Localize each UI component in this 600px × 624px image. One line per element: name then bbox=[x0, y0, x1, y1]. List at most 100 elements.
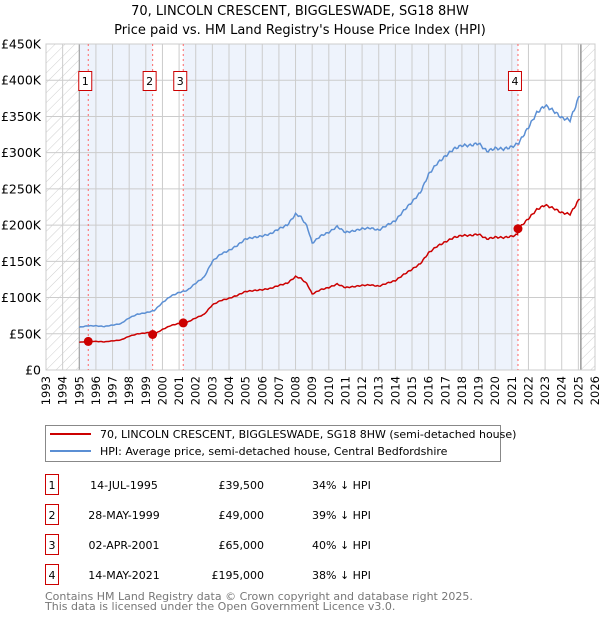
x-tick-label: 2003 bbox=[205, 376, 219, 405]
sale-marker-number: 2 bbox=[146, 75, 153, 88]
sale-marker-number: 4 bbox=[511, 75, 518, 88]
x-tick-label: 1996 bbox=[89, 376, 103, 405]
sale-marker-label: 3 bbox=[173, 71, 188, 91]
ownership-band bbox=[79, 44, 153, 370]
sale-price: £39,500 bbox=[219, 479, 265, 492]
x-tick-label: 2016 bbox=[422, 376, 436, 405]
x-tick-label: 2006 bbox=[255, 376, 269, 405]
y-tick-label: £0 bbox=[25, 363, 41, 378]
y-tick-label: £150K bbox=[1, 254, 42, 269]
sale-date: 14-MAY-2021 bbox=[88, 569, 160, 582]
chart-subtitle: Price paid vs. HM Land Registry's House … bbox=[114, 23, 486, 38]
sales-table-row: 4 14-MAY-2021 £195,000 38% ↓ HPI bbox=[45, 564, 371, 585]
x-tick-label: 2002 bbox=[189, 376, 203, 405]
x-tick-label: 2022 bbox=[521, 376, 535, 405]
sale-number: 2 bbox=[49, 509, 56, 522]
x-tick-label: 2005 bbox=[239, 376, 253, 405]
sale-number: 1 bbox=[49, 479, 56, 492]
x-tick-label: 2000 bbox=[155, 376, 169, 405]
property-price-line bbox=[79, 198, 581, 344]
sales-table-row: 2 28-MAY-1999 £49,000 39% ↓ HPI bbox=[45, 504, 371, 525]
sale-date: 14-JUL-1995 bbox=[90, 479, 158, 492]
x-tick-label: 1994 bbox=[56, 376, 70, 405]
no-data-region bbox=[580, 44, 595, 370]
x-tick-label: 2017 bbox=[438, 376, 452, 405]
legend-label-property: 70, LINCOLN CRESCENT, BIGGLESWADE, SG18 … bbox=[100, 428, 516, 441]
sale-date: 02-APR-2001 bbox=[88, 539, 159, 552]
x-tick-label: 2015 bbox=[405, 376, 419, 405]
x-tick-label: 2020 bbox=[488, 376, 502, 405]
x-tick-label: 2019 bbox=[472, 376, 486, 405]
sale-price: £65,000 bbox=[219, 539, 265, 552]
sales-table-row: 3 02-APR-2001 £65,000 40% ↓ HPI bbox=[45, 534, 371, 555]
x-tick-label: 2018 bbox=[455, 376, 469, 405]
x-tick-label: 1993 bbox=[39, 376, 53, 405]
x-tick-label: 2012 bbox=[355, 376, 369, 405]
y-tick-label: £450K bbox=[1, 37, 42, 52]
sale-point bbox=[178, 318, 188, 328]
sale-point bbox=[148, 330, 158, 340]
chart-title: 70, LINCOLN CRESCENT, BIGGLESWADE, SG18 … bbox=[131, 4, 469, 19]
x-tick-label: 2010 bbox=[322, 376, 336, 405]
sale-marker-box bbox=[173, 71, 188, 91]
y-tick-label: £50K bbox=[9, 326, 42, 341]
x-tick-label: 2004 bbox=[222, 376, 236, 405]
sales-table: 1 14-JUL-1995 £39,500 34% ↓ HPI 2 28-MAY-1999… bbox=[45, 474, 371, 585]
sales-table-row: 1 14-JUL-1995 £39,500 34% ↓ HPI bbox=[45, 474, 371, 495]
sale-price: £49,000 bbox=[219, 509, 265, 522]
sale-marker-number: 3 bbox=[177, 75, 184, 88]
sale-number-box bbox=[45, 534, 59, 555]
footer-copyright: Contains HM Land Registry data © Crown c… bbox=[45, 590, 473, 603]
x-tick-label: 2026 bbox=[588, 376, 600, 405]
x-tick-label: 1999 bbox=[139, 376, 153, 405]
y-tick-label: £350K bbox=[1, 109, 42, 124]
x-tick-label: 2025 bbox=[571, 376, 585, 405]
x-tick-label: 2014 bbox=[388, 376, 402, 405]
x-tick-label: 1997 bbox=[106, 376, 120, 405]
sale-number: 3 bbox=[49, 539, 56, 552]
x-tick-label: 1995 bbox=[72, 376, 86, 405]
y-tick-label: £250K bbox=[1, 181, 42, 196]
sale-marker-label: 4 bbox=[507, 71, 522, 91]
x-tick-label: 2023 bbox=[538, 376, 552, 405]
ownership-band bbox=[183, 44, 518, 370]
sale-marker-label: 1 bbox=[78, 71, 93, 91]
sale-point bbox=[513, 224, 523, 234]
sale-marker-box bbox=[78, 71, 93, 91]
plot-border bbox=[45, 43, 596, 371]
x-tick-label: 2001 bbox=[172, 376, 186, 405]
sale-number-box bbox=[45, 564, 59, 585]
y-tick-label: £300K bbox=[1, 145, 42, 160]
footer-licence: This data is licensed under the Open Gov… bbox=[44, 600, 395, 613]
x-tick-label: 2011 bbox=[338, 376, 352, 405]
sale-price: £195,000 bbox=[212, 569, 265, 582]
sale-hpi-diff: 34% ↓ HPI bbox=[312, 479, 371, 492]
hpi-line bbox=[79, 95, 581, 328]
x-tick-label: 2008 bbox=[289, 376, 303, 405]
y-tick-label: £200K bbox=[1, 218, 42, 233]
x-tick-label: 2009 bbox=[305, 376, 319, 405]
sale-hpi-diff: 39% ↓ HPI bbox=[312, 509, 371, 522]
y-tick-label: £400K bbox=[1, 73, 42, 88]
x-tick-label: 1998 bbox=[122, 376, 136, 405]
sale-marker-box bbox=[507, 71, 522, 91]
sale-marker-number: 1 bbox=[82, 75, 89, 88]
x-tick-label: 2021 bbox=[505, 376, 519, 405]
sale-hpi-diff: 38% ↓ HPI bbox=[312, 569, 371, 582]
sale-point bbox=[83, 336, 93, 346]
sale-number: 4 bbox=[49, 569, 56, 582]
sale-marker-box bbox=[142, 71, 157, 91]
legend: 70, LINCOLN CRESCENT, BIGGLESWADE, SG18 … bbox=[45, 425, 516, 462]
sale-number-box bbox=[45, 474, 59, 495]
plot-area: 1993 1994 1995 1996 1997 1998 1999 2000 2001 2002… bbox=[1, 37, 600, 406]
legend-label-hpi: HPI: Average price, semi-detached house,… bbox=[100, 445, 448, 458]
x-tick-label: 2007 bbox=[272, 376, 286, 405]
sale-hpi-diff: 40% ↓ HPI bbox=[312, 539, 371, 552]
x-tick-label: 2024 bbox=[555, 376, 569, 405]
sale-number-box bbox=[45, 504, 59, 525]
sale-date: 28-MAY-1999 bbox=[88, 509, 160, 522]
sale-marker-label: 2 bbox=[142, 71, 157, 91]
y-tick-label: £100K bbox=[1, 290, 42, 305]
x-tick-label: 2013 bbox=[372, 376, 386, 405]
